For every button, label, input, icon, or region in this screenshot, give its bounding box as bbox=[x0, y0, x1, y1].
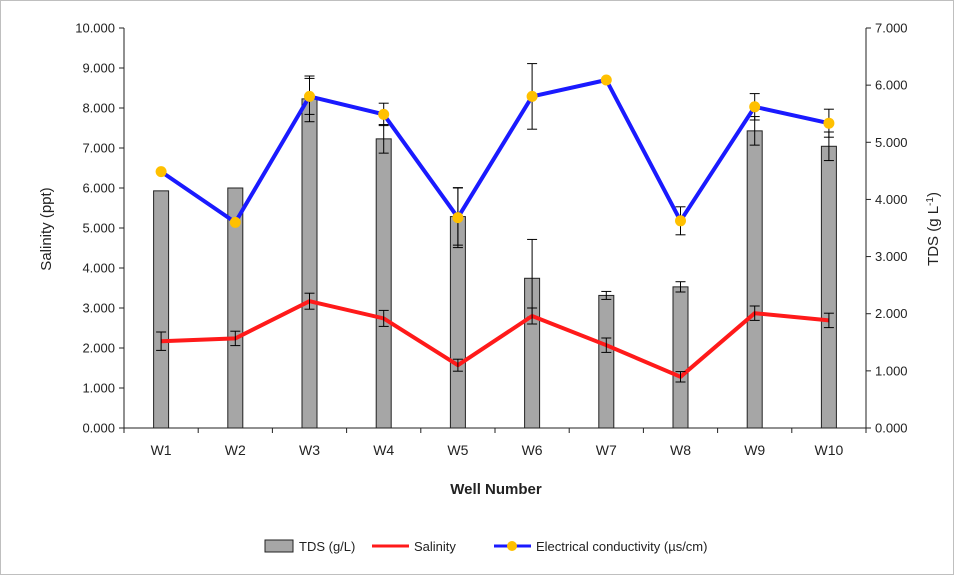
x-axis-title: Well Number bbox=[450, 481, 542, 498]
y2-axis-title-sup: -1 bbox=[925, 197, 936, 206]
x-tick-label-w2: W2 bbox=[225, 442, 246, 458]
y-tick-label: 10.000 bbox=[75, 21, 115, 36]
error-bar-tds-w7 bbox=[601, 290, 612, 300]
y2-axis-title-main: TDS (g L bbox=[925, 206, 942, 266]
y-tick-label: 7.000 bbox=[82, 141, 115, 156]
error-bar-salinity-w8 bbox=[675, 371, 686, 383]
tds-bars bbox=[153, 98, 837, 429]
error-bar-salinity-w7 bbox=[601, 337, 612, 353]
legend-marker-ec bbox=[507, 541, 517, 551]
bar-tds-w7 bbox=[598, 294, 615, 429]
line-salinity bbox=[161, 299, 830, 379]
y2-axis-title: TDS (g L-1) bbox=[925, 192, 942, 266]
series-lines bbox=[159, 78, 830, 379]
y2-axis-title-end: ) bbox=[925, 192, 942, 197]
marker-ec-w8 bbox=[675, 215, 686, 227]
legend-label-ec: Electrical conductivity (µs/cm) bbox=[536, 539, 707, 554]
bar-tds-w5 bbox=[449, 216, 466, 429]
line-ec bbox=[159, 78, 830, 225]
error-bar-salinity-w10 bbox=[823, 312, 834, 329]
y-tick-label: 5.000 bbox=[82, 221, 115, 236]
marker-ec-w4 bbox=[378, 108, 390, 120]
bar-tds-w3 bbox=[301, 98, 318, 429]
x-tick-label-w9: W9 bbox=[744, 442, 765, 458]
error-bar-salinity-w3 bbox=[304, 292, 315, 310]
y-tick-label: 9.000 bbox=[82, 61, 115, 76]
y2-tick-label: 3.000 bbox=[875, 249, 908, 264]
y2-tick-label: 2.000 bbox=[875, 306, 908, 321]
bar-tds-w8 bbox=[672, 286, 689, 429]
bar-tds-w4 bbox=[375, 138, 392, 429]
marker-ec-w6 bbox=[526, 90, 538, 102]
x-tick-label-w4: W4 bbox=[373, 442, 394, 458]
y2-tick-label: 1.000 bbox=[875, 363, 908, 378]
bar-tds-w10 bbox=[820, 145, 837, 429]
y2-tick-label: 4.000 bbox=[875, 192, 908, 207]
legend-label-salinity: Salinity bbox=[414, 539, 456, 554]
error-bar-salinity-w1 bbox=[156, 331, 167, 351]
y-tick-label: 4.000 bbox=[82, 261, 115, 276]
y-tick-label: 1.000 bbox=[82, 381, 115, 396]
legend-swatch-tds bbox=[264, 539, 294, 553]
y-tick-label: 6.000 bbox=[82, 181, 115, 196]
error-bar-tds-w8 bbox=[675, 281, 686, 293]
x-tick-label-w6: W6 bbox=[522, 442, 543, 458]
marker-ec-w3 bbox=[304, 90, 315, 102]
x-tick-label-w10: W10 bbox=[815, 442, 844, 458]
y2-tick-label: 0.000 bbox=[875, 421, 908, 436]
marker-ec-w7 bbox=[600, 74, 612, 86]
axes bbox=[119, 27, 871, 433]
marker-ec-w2 bbox=[229, 216, 241, 228]
x-tick-label-w3: W3 bbox=[299, 442, 320, 458]
x-tick-label-w8: W8 bbox=[670, 442, 691, 458]
y2-tick-label: 6.000 bbox=[875, 78, 908, 93]
tick-labels: 0.000 1.000 2.000 3.000 4.000 5.000 6.000 7.000… bbox=[75, 21, 907, 459]
x-tick-label-w5: W5 bbox=[447, 442, 468, 458]
y-tick-label: 8.000 bbox=[82, 101, 115, 116]
bar-tds-w9 bbox=[746, 130, 763, 429]
marker-ec-w5 bbox=[452, 212, 464, 224]
y-tick-label: 2.000 bbox=[82, 341, 115, 356]
legend-label-tds: TDS (g/L) bbox=[299, 539, 355, 554]
marker-ec-w10 bbox=[823, 117, 835, 129]
y2-tick-label: 7.000 bbox=[875, 21, 908, 36]
ec-markers bbox=[155, 74, 835, 228]
error-bar-salinity-w5 bbox=[452, 358, 463, 372]
error-bar-salinity-w2 bbox=[230, 330, 241, 347]
y-axis-title: Salinity (ppt) bbox=[38, 187, 55, 270]
marker-ec-w1 bbox=[155, 166, 167, 178]
error-bar-salinity-w6 bbox=[527, 307, 538, 325]
error-bar-salinity-w4 bbox=[378, 309, 389, 327]
error-bar-salinity-w9 bbox=[749, 305, 760, 321]
bar-tds-w1 bbox=[153, 190, 170, 429]
x-tick-label-w7: W7 bbox=[596, 442, 617, 458]
y-tick-label: 0.000 bbox=[82, 421, 115, 436]
x-tick-label-w1: W1 bbox=[151, 442, 172, 458]
y2-tick-label: 5.000 bbox=[875, 135, 908, 150]
legend: TDS (g/L) Salinity Electrical conductivi… bbox=[264, 539, 707, 554]
marker-ec-w9 bbox=[749, 101, 761, 113]
y-tick-label: 3.000 bbox=[82, 301, 115, 316]
